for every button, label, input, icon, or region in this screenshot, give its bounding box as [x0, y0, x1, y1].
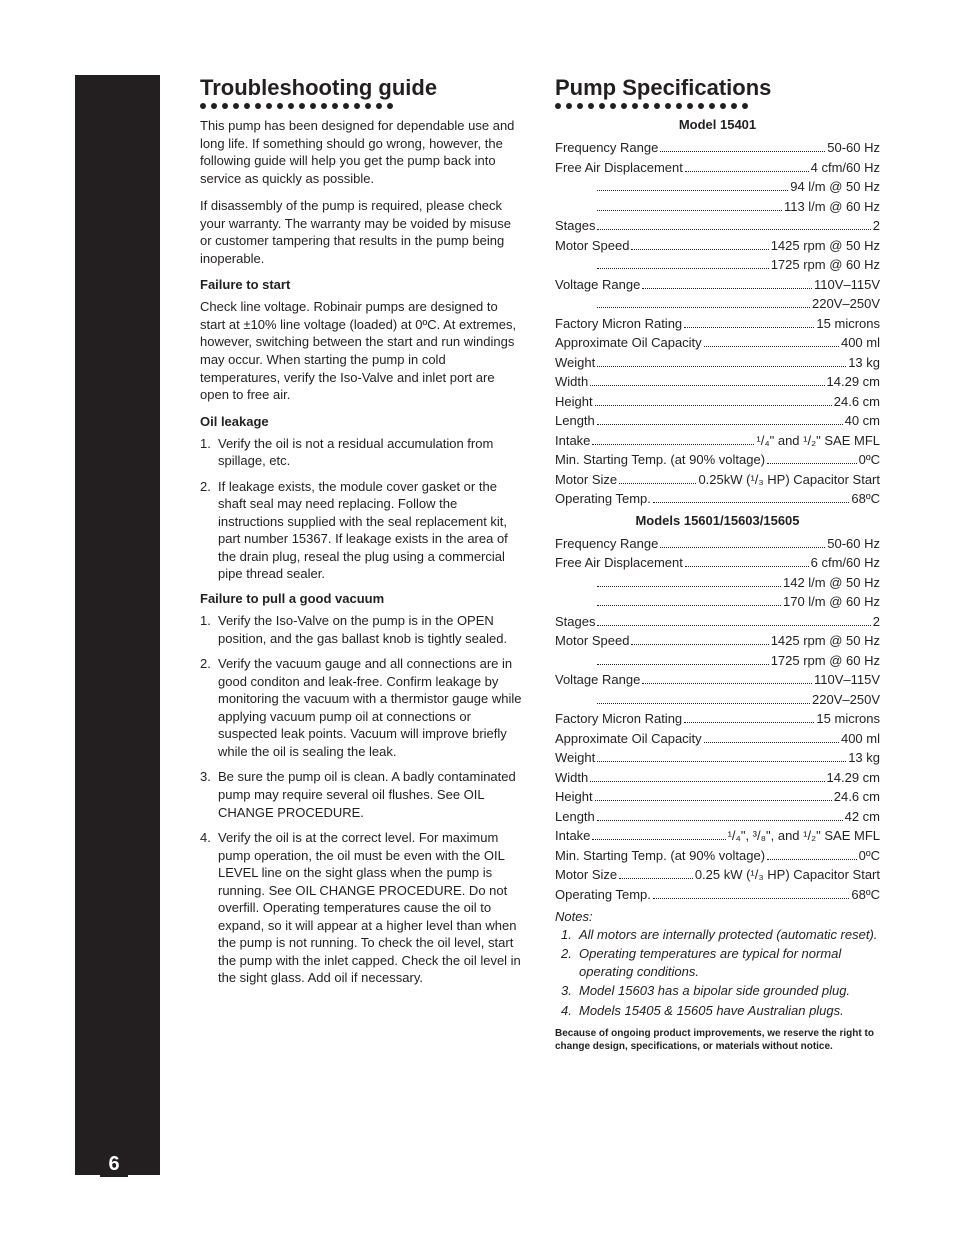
spec-line: Approximate Oil Capacity400 ml — [555, 729, 880, 749]
spec-line: Width14.29 cm — [555, 768, 880, 788]
spec-line: Operating Temp.68ºC — [555, 885, 880, 905]
failure-start-body: Check line voltage. Robinair pumps are d… — [200, 298, 525, 403]
list-item: 2.Verify the vacuum gauge and all connec… — [218, 655, 525, 760]
page: Operating Manual 6 Troubleshooting guide… — [0, 0, 954, 1235]
spec-line: Stages2 — [555, 216, 880, 236]
failure-vacuum-head: Failure to pull a good vacuum — [200, 591, 525, 606]
list-item: 3.Be sure the pump oil is clean. A badly… — [218, 768, 525, 821]
list-item: 3.Model 15603 has a bipolar side grounde… — [579, 982, 880, 1000]
spec-line: Voltage Range110V–115V — [555, 670, 880, 690]
list-item: 1.All motors are internally protected (a… — [579, 926, 880, 944]
dots-rule-right — [555, 103, 880, 109]
spec-line: Min. Starting Temp. (at 90% voltage)0ºC — [555, 450, 880, 470]
list-item: 1.Verify the oil is not a residual accum… — [218, 435, 525, 470]
model1-head: Model 15401 — [555, 117, 880, 132]
spec-line: Weight13 kg — [555, 748, 880, 768]
model1-specs: Frequency Range50-60 HzFree Air Displace… — [555, 138, 880, 509]
model2-head: Models 15601/15603/15605 — [555, 513, 880, 528]
list-item: 2.If leakage exists, the module cover ga… — [218, 478, 525, 583]
spec-line: 94 l/m @ 50 Hz — [555, 177, 880, 197]
model2-specs: Frequency Range50-60 HzFree Air Displace… — [555, 534, 880, 905]
spec-line: Stages2 — [555, 612, 880, 632]
spec-line: 1725 rpm @ 60 Hz — [555, 255, 880, 275]
spec-line: Motor Speed1425 rpm @ 50 Hz — [555, 631, 880, 651]
spec-line: Frequency Range50-60 Hz — [555, 534, 880, 554]
spec-line: Operating Temp.68ºC — [555, 489, 880, 509]
spec-line: 220V–250V — [555, 690, 880, 710]
failure-vacuum-list: 1.Verify the Iso-Valve on the pump is in… — [218, 612, 525, 987]
list-item: 1.Verify the Iso-Valve on the pump is in… — [218, 612, 525, 647]
content-area: Troubleshooting guide This pump has been… — [200, 75, 880, 1053]
list-item: 2.Operating temperatures are typical for… — [579, 945, 880, 980]
spec-line: Height24.6 cm — [555, 787, 880, 807]
list-item: 4.Verify the oil is at the correct level… — [218, 829, 525, 987]
notes-block: Notes: 1.All motors are internally prote… — [555, 908, 880, 1019]
list-item: 4.Models 15405 & 15605 have Australian p… — [579, 1002, 880, 1020]
spec-line: Length42 cm — [555, 807, 880, 827]
troubleshooting-heading: Troubleshooting guide — [200, 75, 525, 101]
spec-line: Length40 cm — [555, 411, 880, 431]
sidebar-tab — [75, 75, 160, 1175]
spec-line: 220V–250V — [555, 294, 880, 314]
spec-line: Intake¹/₄" and ¹/₂" SAE MFL — [555, 431, 880, 451]
spec-line: Intake¹/₄", ³/₈", and ¹/₂" SAE MFL — [555, 826, 880, 846]
spec-line: Height24.6 cm — [555, 392, 880, 412]
spec-line: Voltage Range110V–115V — [555, 275, 880, 295]
spec-line: Width14.29 cm — [555, 372, 880, 392]
spec-line: 113 l/m @ 60 Hz — [555, 197, 880, 217]
intro-para-1: This pump has been designed for dependab… — [200, 117, 525, 187]
page-number: 6 — [100, 1152, 128, 1177]
spec-line: Min. Starting Temp. (at 90% voltage)0ºC — [555, 846, 880, 866]
oil-leakage-head: Oil leakage — [200, 414, 525, 429]
intro-para-2: If disassembly of the pump is required, … — [200, 197, 525, 267]
spec-line: Approximate Oil Capacity400 ml — [555, 333, 880, 353]
spec-line: Factory Micron Rating15 microns — [555, 314, 880, 334]
spec-line: 170 l/m @ 60 Hz — [555, 592, 880, 612]
oil-leakage-list: 1.Verify the oil is not a residual accum… — [218, 435, 525, 583]
spec-line: 1725 rpm @ 60 Hz — [555, 651, 880, 671]
specs-heading: Pump Specifications — [555, 75, 880, 101]
right-column: Pump Specifications Model 15401 Frequenc… — [555, 75, 880, 1053]
left-column: Troubleshooting guide This pump has been… — [200, 75, 525, 1053]
dots-rule-left — [200, 103, 525, 109]
spec-line: Motor Size0.25 kW (¹/₃ HP) Capacitor Sta… — [555, 865, 880, 885]
spec-line: Free Air Displacement4 cfm/60 Hz — [555, 158, 880, 178]
spec-line: Weight13 kg — [555, 353, 880, 373]
spec-line: Free Air Displacement6 cfm/60 Hz — [555, 553, 880, 573]
spec-line: Factory Micron Rating15 microns — [555, 709, 880, 729]
notes-list: 1.All motors are internally protected (a… — [579, 926, 880, 1020]
disclaimer: Because of ongoing product improvements,… — [555, 1027, 880, 1053]
failure-start-head: Failure to start — [200, 277, 525, 292]
spec-line: Frequency Range50-60 Hz — [555, 138, 880, 158]
spec-line: Motor Speed1425 rpm @ 50 Hz — [555, 236, 880, 256]
notes-head: Notes: — [555, 908, 880, 926]
spec-line: Motor Size0.25kW (¹/₃ HP) Capacitor Star… — [555, 470, 880, 490]
spec-line: 142 l/m @ 50 Hz — [555, 573, 880, 593]
